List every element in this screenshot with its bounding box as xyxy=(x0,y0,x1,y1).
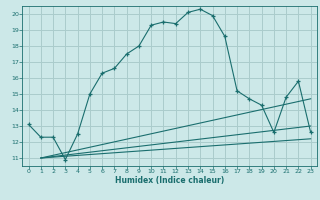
X-axis label: Humidex (Indice chaleur): Humidex (Indice chaleur) xyxy=(115,176,224,185)
